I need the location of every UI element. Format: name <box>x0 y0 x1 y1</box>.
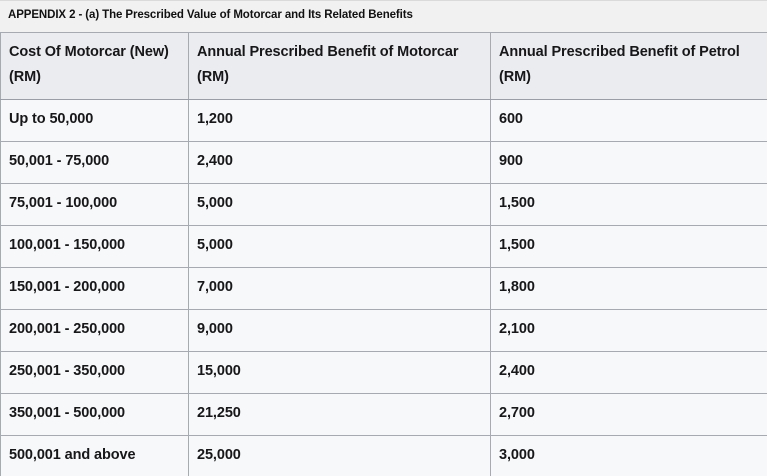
motorcar-benefit-cell: 15,000 <box>188 351 491 394</box>
motorcar-benefit-cell: 5,000 <box>188 183 491 226</box>
motorcar-benefit-cell: 7,000 <box>188 267 491 310</box>
cost-cell: Up to 50,000 <box>0 99 189 142</box>
cost-cell: 75,001 - 100,000 <box>0 183 189 226</box>
petrol-benefit-cell: 1,500 <box>490 183 767 226</box>
cost-cell: 50,001 - 75,000 <box>0 141 189 184</box>
column-header-unit: (RM) <box>9 69 41 85</box>
petrol-benefit-cell: 1,500 <box>490 225 767 268</box>
petrol-benefit-cell: 900 <box>490 141 767 184</box>
column-header-unit: (RM) <box>197 69 229 85</box>
cost-cell: 500,001 and above <box>0 435 189 476</box>
table-row: 75,001 - 100,000 5,000 1,500 <box>0 183 767 226</box>
table-row: 200,001 - 250,000 9,000 2,100 <box>0 309 767 352</box>
petrol-benefit-cell: 2,100 <box>490 309 767 352</box>
cost-cell: 200,001 - 250,000 <box>0 309 189 352</box>
cost-cell: 350,001 - 500,000 <box>0 393 189 436</box>
table-row: 250,001 - 350,000 15,000 2,400 <box>0 351 767 394</box>
motorcar-benefit-cell: 5,000 <box>188 225 491 268</box>
column-header-petrol-benefit: Annual Prescribed Benefit of Petrol (RM) <box>490 32 767 100</box>
cost-cell: 100,001 - 150,000 <box>0 225 189 268</box>
column-header-unit: (RM) <box>499 69 531 85</box>
petrol-benefit-cell: 1,800 <box>490 267 767 310</box>
motorcar-benefit-cell: 9,000 <box>188 309 491 352</box>
motorcar-benefit-cell: 2,400 <box>188 141 491 184</box>
header-row: Cost Of Motorcar (New) (RM) Annual Presc… <box>0 32 767 100</box>
column-header-cost: Cost Of Motorcar (New) (RM) <box>0 32 189 100</box>
table-row: Up to 50,000 1,200 600 <box>0 99 767 142</box>
appendix-title: APPENDIX 2 - (a) The Prescribed Value of… <box>0 0 767 32</box>
motorcar-benefit-cell: 1,200 <box>188 99 491 142</box>
table-row: 500,001 and above 25,000 3,000 <box>0 435 767 476</box>
column-header-motorcar-benefit: Annual Prescribed Benefit of Motorcar (R… <box>188 32 491 100</box>
column-header-label: Cost Of Motorcar (New) <box>9 44 169 60</box>
table-row: 350,001 - 500,000 21,250 2,700 <box>0 393 767 436</box>
column-header-label: Annual Prescribed Benefit of Petrol <box>499 44 740 60</box>
petrol-benefit-cell: 2,700 <box>490 393 767 436</box>
petrol-benefit-cell: 2,400 <box>490 351 767 394</box>
petrol-benefit-cell: 3,000 <box>490 435 767 476</box>
cost-cell: 150,001 - 200,000 <box>0 267 189 310</box>
table-row: 100,001 - 150,000 5,000 1,500 <box>0 225 767 268</box>
motorcar-benefit-cell: 21,250 <box>188 393 491 436</box>
prescribed-benefits-table: Cost Of Motorcar (New) (RM) Annual Presc… <box>0 32 767 476</box>
table-row: 50,001 - 75,000 2,400 900 <box>0 141 767 184</box>
petrol-benefit-cell: 600 <box>490 99 767 142</box>
cost-cell: 250,001 - 350,000 <box>0 351 189 394</box>
motorcar-benefit-cell: 25,000 <box>188 435 491 476</box>
column-header-label: Annual Prescribed Benefit of Motorcar <box>197 44 459 60</box>
table-row: 150,001 - 200,000 7,000 1,800 <box>0 267 767 310</box>
